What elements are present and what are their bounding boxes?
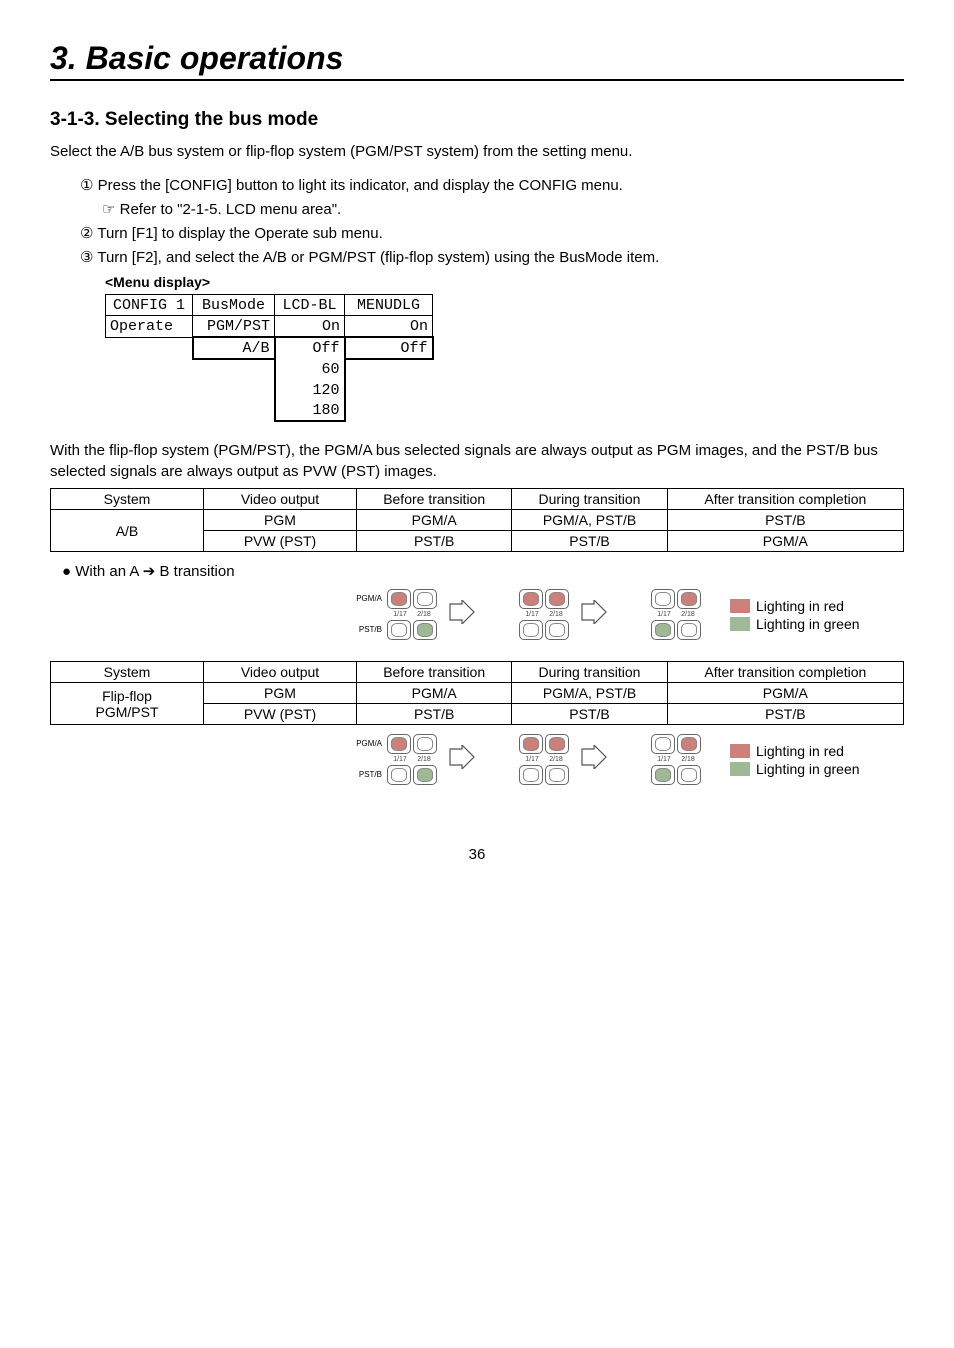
t2-system: Flip-flop PGM/PST xyxy=(51,683,204,725)
th-during: During transition xyxy=(512,489,667,510)
t2-r0-0: PGM xyxy=(204,683,357,704)
panel-button xyxy=(545,589,569,609)
lcd-hdr-2: LCD-BL xyxy=(275,295,345,316)
panel-button xyxy=(651,589,675,609)
t2-r0-3: PGM/A xyxy=(667,683,903,704)
t1-system: A/B xyxy=(51,510,204,552)
step-1-sub: ☞ Refer to "2-1-5. LCD menu area". xyxy=(102,200,904,218)
lcd-r1-0: Operate xyxy=(106,316,193,338)
steps-block: ① Press the [CONFIG] button to light its… xyxy=(80,176,904,266)
arrow-icon xyxy=(448,600,476,629)
ab-diagram: PGM/A1/172/18PST/B1/172/181/172/18Lighti… xyxy=(50,588,904,641)
t1-r1-2: PST/B xyxy=(512,531,667,552)
arrow-icon xyxy=(448,745,476,774)
t1-r1-1: PST/B xyxy=(357,531,512,552)
lcd-opt-c2-0: Off xyxy=(275,337,345,359)
legend: Lighting in redLighting in green xyxy=(730,741,860,779)
intro-text: Select the A/B bus system or flip-flop s… xyxy=(50,141,904,162)
panel-button xyxy=(519,620,543,640)
panel-button xyxy=(387,734,411,754)
panel-button xyxy=(519,765,543,785)
lcd-hdr-0: CONFIG 1 xyxy=(106,295,193,316)
page-number: 36 xyxy=(50,846,904,863)
t1-r0-3: PST/B xyxy=(667,510,903,531)
t1-r0-2: PGM/A, PST/B xyxy=(512,510,667,531)
chapter-title: 3. Basic operations xyxy=(50,40,904,81)
explain-text: With the flip-flop system (PGM/PST), the… xyxy=(50,440,904,482)
panel-button xyxy=(545,765,569,785)
th2-video: Video output xyxy=(204,662,357,683)
legend: Lighting in redLighting in green xyxy=(730,596,860,634)
panel-button xyxy=(413,589,437,609)
lcd-r1-1: PGM/PST xyxy=(193,316,275,338)
lcd-opt-c2-3: 180 xyxy=(275,400,345,421)
t2-r1-3: PST/B xyxy=(667,704,903,725)
t2-r1-1: PST/B xyxy=(357,704,512,725)
menu-display-label: <Menu display> xyxy=(105,274,904,290)
lcd-opt-c2-2: 120 xyxy=(275,380,345,400)
panel-button xyxy=(545,734,569,754)
th2-after: After transition completion xyxy=(667,662,903,683)
step-1: ① Press the [CONFIG] button to light its… xyxy=(80,176,904,194)
lcd-menu: CONFIG 1 BusMode LCD-BL MENUDLG Operate … xyxy=(105,294,904,422)
t2-r1-2: PST/B xyxy=(512,704,667,725)
t2-r1-0: PVW (PST) xyxy=(204,704,357,725)
t1-r0-0: PGM xyxy=(204,510,357,531)
t2-r0-2: PGM/A, PST/B xyxy=(512,683,667,704)
lcd-hdr-3: MENUDLG xyxy=(345,295,433,316)
lcd-hdr-1: BusMode xyxy=(193,295,275,316)
panel-button xyxy=(677,620,701,640)
ff-diagram: PGM/A1/172/18PST/B1/172/181/172/18Lighti… xyxy=(50,733,904,786)
panel-button xyxy=(413,620,437,640)
lcd-r1-2: On xyxy=(275,316,345,338)
panel-button xyxy=(545,620,569,640)
th2-system: System xyxy=(51,662,204,683)
lcd-opt-c2-1: 60 xyxy=(275,359,345,380)
panel-button xyxy=(387,620,411,640)
t1-r0-1: PGM/A xyxy=(357,510,512,531)
panel-button xyxy=(651,765,675,785)
panel-button xyxy=(677,765,701,785)
t2-r0-1: PGM/A xyxy=(357,683,512,704)
ab-table: System Video output Before transition Du… xyxy=(50,488,904,552)
t1-r1-3: PGM/A xyxy=(667,531,903,552)
panel-button xyxy=(651,734,675,754)
th-system: System xyxy=(51,489,204,510)
section-title: 3-1-3. Selecting the bus mode xyxy=(50,109,904,131)
th2-before: Before transition xyxy=(357,662,512,683)
panel-button xyxy=(677,589,701,609)
panel-button xyxy=(519,589,543,609)
lcd-opt-c1-0: A/B xyxy=(193,337,275,359)
step-3: ③ Turn [F2], and select the A/B or PGM/P… xyxy=(80,248,904,266)
panel-button xyxy=(387,765,411,785)
th-after: After transition completion xyxy=(667,489,903,510)
bullet-note: ● With an A ➔ B transition xyxy=(62,562,904,580)
panel-button xyxy=(413,765,437,785)
panel-button xyxy=(651,620,675,640)
arrow-icon xyxy=(580,600,608,629)
th-before: Before transition xyxy=(357,489,512,510)
arrow-icon xyxy=(580,745,608,774)
t1-r1-0: PVW (PST) xyxy=(204,531,357,552)
panel-button xyxy=(387,589,411,609)
th-video: Video output xyxy=(204,489,357,510)
step-2: ② Turn [F1] to display the Operate sub m… xyxy=(80,224,904,242)
th2-during: During transition xyxy=(512,662,667,683)
panel-button xyxy=(519,734,543,754)
lcd-opt-c3-0: Off xyxy=(345,337,433,359)
lcd-r1-3: On xyxy=(345,316,433,338)
panel-button xyxy=(677,734,701,754)
panel-button xyxy=(413,734,437,754)
ff-table: System Video output Before transition Du… xyxy=(50,661,904,725)
